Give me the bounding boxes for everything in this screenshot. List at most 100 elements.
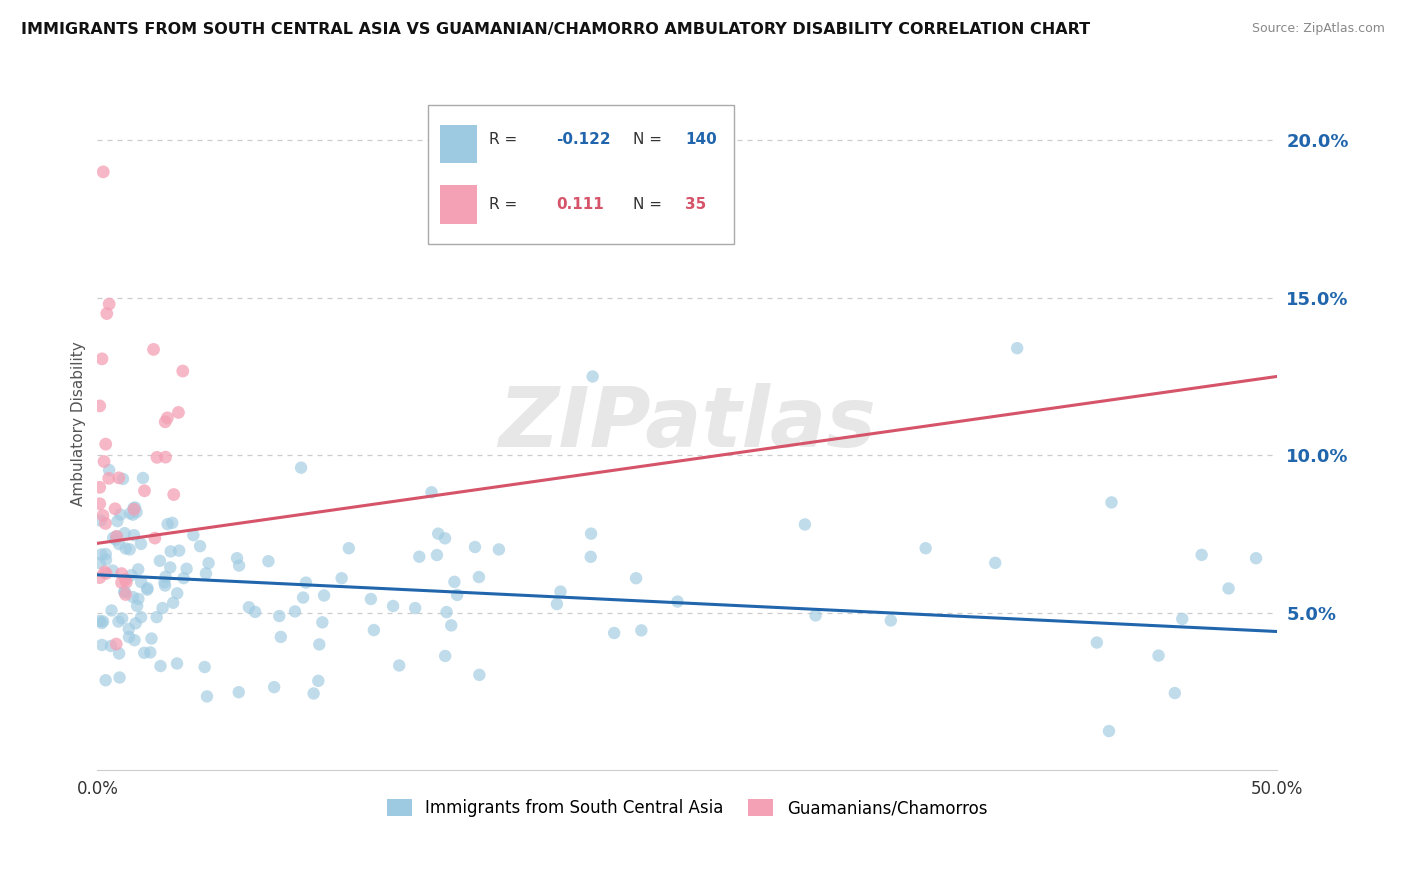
Point: [582, 369, 605, 384]
Point: [579, 549, 602, 564]
Point: [101, 531, 124, 545]
Point: [118, 622, 141, 636]
Point: [120, 507, 142, 521]
Point: [141, 632, 163, 646]
Point: [194, 660, 217, 674]
Point: [120, 568, 142, 582]
Point: [228, 685, 250, 699]
Text: IMMIGRANTS FROM SOUTH CENTRAL ASIA VS GUAMANIAN/CHAMORRO AMBULATORY DISABILITY C: IMMIGRANTS FROM SOUTH CENTRAL ASIA VS GU…: [21, 22, 1090, 37]
Point: [468, 570, 491, 584]
Point: [110, 575, 132, 590]
Point: [96, 566, 118, 581]
Point: [1098, 724, 1121, 739]
Point: [124, 616, 146, 631]
Point: [804, 608, 827, 623]
Point: [104, 501, 127, 516]
Point: [292, 591, 315, 605]
Point: [110, 566, 132, 581]
Y-axis label: Ambulatory Disability: Ambulatory Disability: [72, 342, 86, 506]
Point: [579, 526, 602, 541]
Point: [624, 571, 647, 585]
Point: [97, 471, 120, 485]
Point: [388, 658, 411, 673]
Point: [404, 601, 426, 615]
Point: [114, 541, 136, 556]
Point: [156, 517, 179, 532]
Point: [129, 610, 152, 624]
Point: [94, 673, 117, 688]
Point: [139, 645, 162, 659]
Point: [307, 673, 329, 688]
Point: [1191, 548, 1213, 562]
Point: [434, 532, 457, 546]
Point: [129, 575, 152, 590]
Point: [666, 594, 689, 608]
Point: [880, 614, 903, 628]
Point: [167, 543, 190, 558]
Point: [603, 626, 626, 640]
Point: [149, 659, 172, 673]
Point: [125, 505, 148, 519]
Point: [143, 531, 166, 545]
Point: [124, 633, 146, 648]
Point: [98, 297, 121, 311]
Point: [630, 624, 652, 638]
Point: [115, 575, 138, 590]
Legend: Immigrants from South Central Asia, Guamanians/Chamorros: Immigrants from South Central Asia, Guam…: [380, 792, 994, 824]
Point: [1085, 635, 1108, 649]
Point: [793, 517, 815, 532]
Point: [1005, 341, 1028, 355]
Point: [149, 554, 172, 568]
Point: [550, 584, 572, 599]
Point: [284, 604, 307, 618]
Point: [155, 450, 177, 464]
Point: [197, 556, 219, 570]
Point: [156, 410, 179, 425]
Point: [446, 588, 468, 602]
Point: [468, 668, 491, 682]
Point: [90, 615, 112, 630]
Point: [1218, 582, 1240, 596]
Point: [118, 630, 141, 644]
Point: [311, 615, 333, 630]
Point: [89, 556, 111, 570]
Point: [427, 526, 450, 541]
Point: [91, 165, 114, 179]
Point: [93, 454, 115, 468]
Point: [136, 581, 159, 595]
Point: [105, 529, 128, 543]
Point: [105, 637, 128, 651]
Point: [162, 596, 184, 610]
Point: [132, 471, 155, 485]
Point: [173, 571, 195, 585]
Point: [134, 483, 156, 498]
Point: [101, 564, 124, 578]
Point: [127, 562, 149, 576]
Point: [363, 623, 385, 637]
Point: [107, 615, 129, 629]
Point: [155, 570, 177, 584]
Point: [1101, 495, 1123, 509]
Point: [382, 599, 405, 613]
Point: [100, 603, 122, 617]
Point: [124, 500, 146, 515]
Point: [159, 544, 181, 558]
Point: [330, 571, 353, 585]
Point: [434, 648, 457, 663]
Point: [94, 437, 117, 451]
Point: [104, 533, 127, 547]
Point: [914, 541, 936, 556]
Point: [89, 480, 111, 494]
Text: Source: ZipAtlas.com: Source: ZipAtlas.com: [1251, 22, 1385, 36]
Point: [136, 582, 159, 597]
Point: [108, 537, 131, 551]
Point: [408, 549, 430, 564]
Point: [1164, 686, 1187, 700]
Point: [94, 516, 117, 531]
Point: [226, 551, 249, 566]
Point: [195, 690, 218, 704]
Point: [127, 599, 149, 613]
Text: ZIPatlas: ZIPatlas: [498, 384, 876, 464]
Point: [91, 508, 114, 523]
Point: [312, 589, 335, 603]
